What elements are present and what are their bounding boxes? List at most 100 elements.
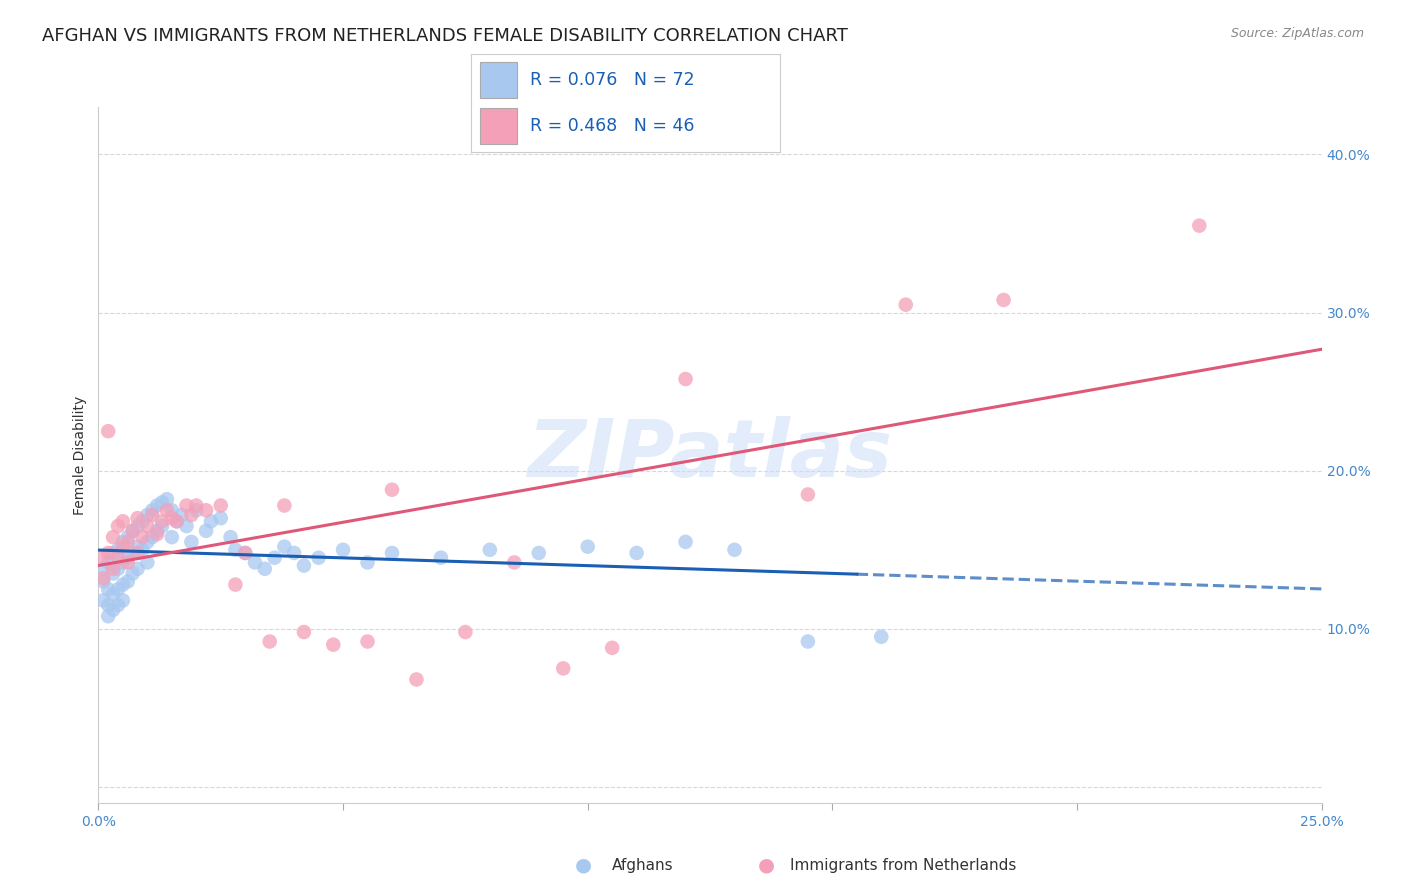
Point [870,630,893,644]
Point [150,495,173,509]
Y-axis label: Female Disability: Female Disability [73,395,87,515]
Point [136,534,159,549]
Point [97,424,120,438]
Point [224,577,246,591]
Point [111,556,134,570]
Point [107,550,129,565]
Text: R = 0.076   N = 72: R = 0.076 N = 72 [530,71,695,89]
Point [131,514,153,528]
Point [107,542,129,557]
Point [263,550,285,565]
Point [292,558,315,573]
Point [111,540,134,554]
Text: ZIPatlas: ZIPatlas [527,416,893,494]
Point [156,492,179,507]
Point [101,530,124,544]
Point [243,556,266,570]
Point [127,511,149,525]
Point [430,550,453,565]
Point [292,625,315,640]
Point [180,534,202,549]
Point [146,524,169,538]
Point [127,546,149,560]
Point [107,519,129,533]
Point [209,511,232,525]
Point [576,540,599,554]
Point [478,542,501,557]
Point [101,546,124,560]
Point [332,542,354,557]
Point [101,603,124,617]
Point [553,661,575,675]
Point [381,546,404,560]
Point [121,524,143,538]
Point [160,503,183,517]
Bar [481,62,517,98]
Point [894,298,917,312]
Point [626,546,648,560]
Point [141,530,163,544]
Point [186,499,208,513]
Point [233,546,256,560]
Text: Afghans: Afghans [612,858,673,872]
Point [195,503,218,517]
Point [146,499,169,513]
Point [186,503,208,517]
Point [150,514,173,528]
Point [166,514,188,528]
Point [91,593,114,607]
Point [91,574,114,589]
Point [141,508,163,522]
Point [97,556,120,570]
Point [97,609,120,624]
Point [233,546,256,560]
Point [117,530,139,544]
Point [503,556,526,570]
Point [259,634,281,648]
Point [405,673,427,687]
Point [723,542,745,557]
Point [797,487,820,501]
Point [111,514,134,528]
Point [454,625,477,640]
Point [111,593,134,607]
Point [136,519,159,533]
Point [219,530,242,544]
Point [101,562,124,576]
Bar [481,109,517,144]
Point [322,638,344,652]
Point [283,546,305,560]
Point [273,540,295,554]
Point [797,634,820,648]
Point [91,550,114,565]
Point [136,556,159,570]
Point [111,534,134,549]
Point [166,514,188,528]
Point [131,542,153,557]
Point [111,577,134,591]
Point [101,587,124,601]
Point [127,562,149,576]
Point [308,550,330,565]
Point [200,514,222,528]
Point [107,582,129,597]
Text: R = 0.468   N = 46: R = 0.468 N = 46 [530,117,695,135]
Point [121,546,143,560]
Point [224,542,246,557]
Point [117,574,139,589]
Point [160,530,183,544]
Point [97,598,120,612]
Point [117,550,139,565]
Point [91,562,114,576]
Point [675,534,697,549]
Point [141,503,163,517]
Point [209,499,232,513]
Point [136,508,159,522]
Point [675,372,697,386]
Point [381,483,404,497]
Point [121,566,143,581]
Point [97,582,120,597]
Point [156,503,179,517]
Point [117,556,139,570]
Point [150,519,173,533]
